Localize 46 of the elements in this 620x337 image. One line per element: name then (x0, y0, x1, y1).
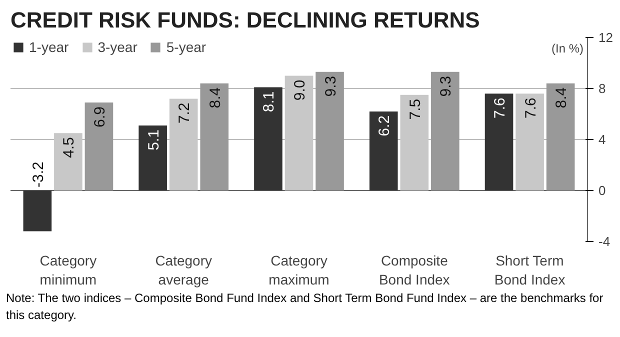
y-tick-label: 12 (598, 30, 613, 45)
y-axis-title: (In %) (551, 42, 584, 56)
data-label: 9.0 (292, 80, 308, 101)
data-label: 8.4 (206, 87, 224, 108)
bar (169, 98, 198, 190)
data-label: 6.9 (91, 106, 108, 128)
data-label: 8.1 (260, 91, 278, 112)
y-tick-label: 8 (598, 81, 606, 96)
data-label: 4.5 (60, 137, 78, 158)
bar (254, 87, 282, 190)
chart-title: CREDIT RISK FUNDS: DECLINING RETURNS (10, 8, 480, 32)
bar (431, 72, 460, 190)
data-label: -3.2 (30, 162, 47, 188)
data-label: 8.4 (553, 87, 570, 108)
y-tick-label: 4 (598, 132, 606, 147)
x-tick-label: Category maximum (268, 252, 330, 288)
legend-label: 1-year (29, 39, 69, 55)
text: Note: The two indices – Composite Bond Fund Index and Short Term Bond Fund Index – are the benchmarks for this category. (6, 290, 604, 324)
bar (138, 125, 167, 190)
bar (369, 111, 398, 190)
x-tick-label: Category minimum (40, 252, 97, 288)
data-label: 7.2 (176, 102, 194, 124)
legend-label: 3-year (98, 39, 138, 55)
bar (54, 133, 82, 190)
bar (23, 190, 52, 232)
data-label: 5.1 (145, 129, 162, 150)
bar (516, 94, 544, 190)
bar (316, 72, 344, 190)
bar (400, 94, 429, 190)
bar (546, 83, 575, 190)
x-tick-label: Composite Bond Index (378, 252, 450, 288)
y-tick-label: -4 (598, 234, 610, 249)
data-label: 7.6 (492, 98, 509, 118)
y-tick-label: 0 (598, 183, 606, 198)
data-label: 9.3 (322, 76, 340, 97)
bar (284, 76, 314, 190)
data-label: 7.6 (522, 98, 540, 118)
bar (484, 94, 514, 190)
x-tick-label: Category average (155, 252, 212, 288)
bar (200, 83, 229, 190)
legend-label: 5-year (166, 39, 206, 55)
data-label: 9.3 (438, 76, 455, 97)
bar (84, 102, 114, 190)
data-label: 7.5 (406, 98, 424, 120)
x-tick-label: Short Term Bond Index (494, 252, 566, 288)
data-label: 6.2 (376, 115, 394, 136)
